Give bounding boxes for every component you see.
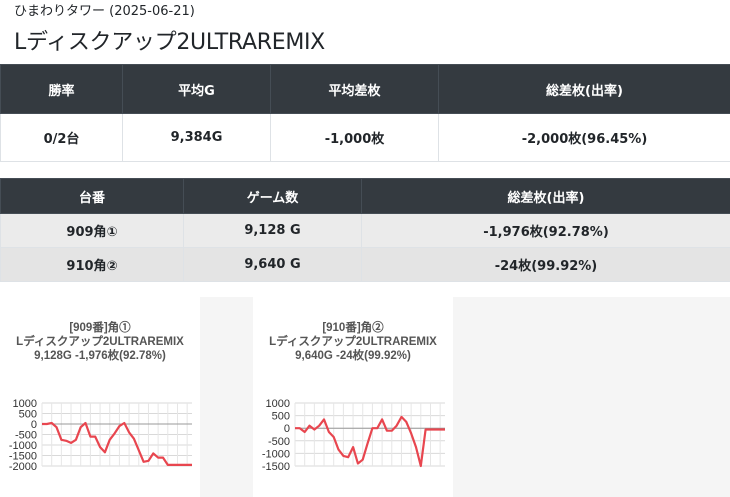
machine-total-diff: -24枚(99.92%) [361, 247, 730, 282]
machines-header-row: 台番 ゲーム数 総差枚(出率) [0, 178, 730, 214]
y-tick-label: 1000 [266, 398, 290, 410]
chart-title-line: Lディスクアップ2ULTRAREMIX [16, 336, 184, 348]
machines-header-games[interactable]: ゲーム数 [183, 178, 362, 214]
y-tick-label: -1500 [262, 461, 290, 473]
machines-table: 台番 ゲーム数 総差枚(出率) 909角① 9,128 G -1,976枚(92… [0, 178, 730, 282]
table-row[interactable]: 909角① 9,128 G -1,976枚(92.78%) [0, 213, 730, 248]
y-tick-label: 500 [19, 409, 37, 421]
y-tick-label: -1000 [262, 448, 290, 460]
series-line [42, 421, 192, 466]
chart-title-line: 9,128G -1,976枚(92.78%) [34, 350, 166, 362]
summary-header-win-rate[interactable]: 勝率 [0, 64, 123, 114]
y-tick-label: -500 [15, 430, 37, 442]
summary-table: 勝率 平均G 平均差枚 総差枚(出率) 0/2台 9,384G -1,000枚 … [0, 64, 730, 162]
machines-header-number[interactable]: 台番 [0, 178, 184, 214]
summary-header-total-diff[interactable]: 総差枚(出率) [438, 64, 730, 114]
y-tick-label: -1500 [9, 451, 37, 463]
machine-number: 910角② [0, 247, 184, 282]
summary-avg-diff: -1,000枚 [270, 113, 439, 162]
y-tick-label: -500 [268, 436, 290, 448]
summary-win-rate: 0/2台 [0, 113, 123, 162]
chart-909: [909番]角① Lディスクアップ2ULTRAREMIX 9,128G -1,9… [0, 297, 200, 497]
machine-games: 9,128 G [183, 213, 362, 248]
machines-header-total-diff[interactable]: 総差枚(出率) [361, 178, 730, 214]
summary-row: 0/2台 9,384G -1,000枚 -2,000枚(96.45%) [0, 113, 730, 162]
chart-title-line: Lディスクアップ2ULTRAREMIX [269, 336, 437, 348]
table-row[interactable]: 910角② 9,640 G -24枚(99.92%) [0, 247, 730, 282]
y-tick-label: -2000 [9, 461, 37, 473]
summary-header-avg-games[interactable]: 平均G [122, 64, 271, 114]
chart-title-line: 9,640G -24枚(99.92%) [295, 350, 411, 362]
summary-header-avg-diff[interactable]: 平均差枚 [270, 64, 439, 114]
page-subtitle: ひまわりタワー (2025-06-21) [14, 4, 195, 19]
summary-avg-games: 9,384G [122, 113, 271, 162]
page-title: Lディスクアップ2ULTRAREMIX [14, 30, 325, 55]
chart-title-line: [909番]角① [69, 322, 131, 334]
y-tick-label: 500 [272, 411, 290, 423]
machine-total-diff: -1,976枚(92.78%) [361, 213, 730, 248]
y-tick-label: -1000 [9, 440, 37, 452]
machine-number: 909角① [0, 213, 184, 248]
chart-910: [910番]角② Lディスクアップ2ULTRAREMIX 9,640G -24枚… [253, 297, 453, 497]
y-tick-label: 1000 [13, 398, 37, 410]
chart-title-line: [910番]角② [322, 322, 384, 334]
y-tick-label: 0 [284, 423, 290, 435]
summary-total-diff: -2,000枚(96.45%) [438, 113, 730, 162]
machine-games: 9,640 G [183, 247, 362, 282]
y-tick-label: 0 [31, 419, 37, 431]
series-line [295, 415, 445, 468]
summary-header-row: 勝率 平均G 平均差枚 総差枚(出率) [0, 64, 730, 114]
